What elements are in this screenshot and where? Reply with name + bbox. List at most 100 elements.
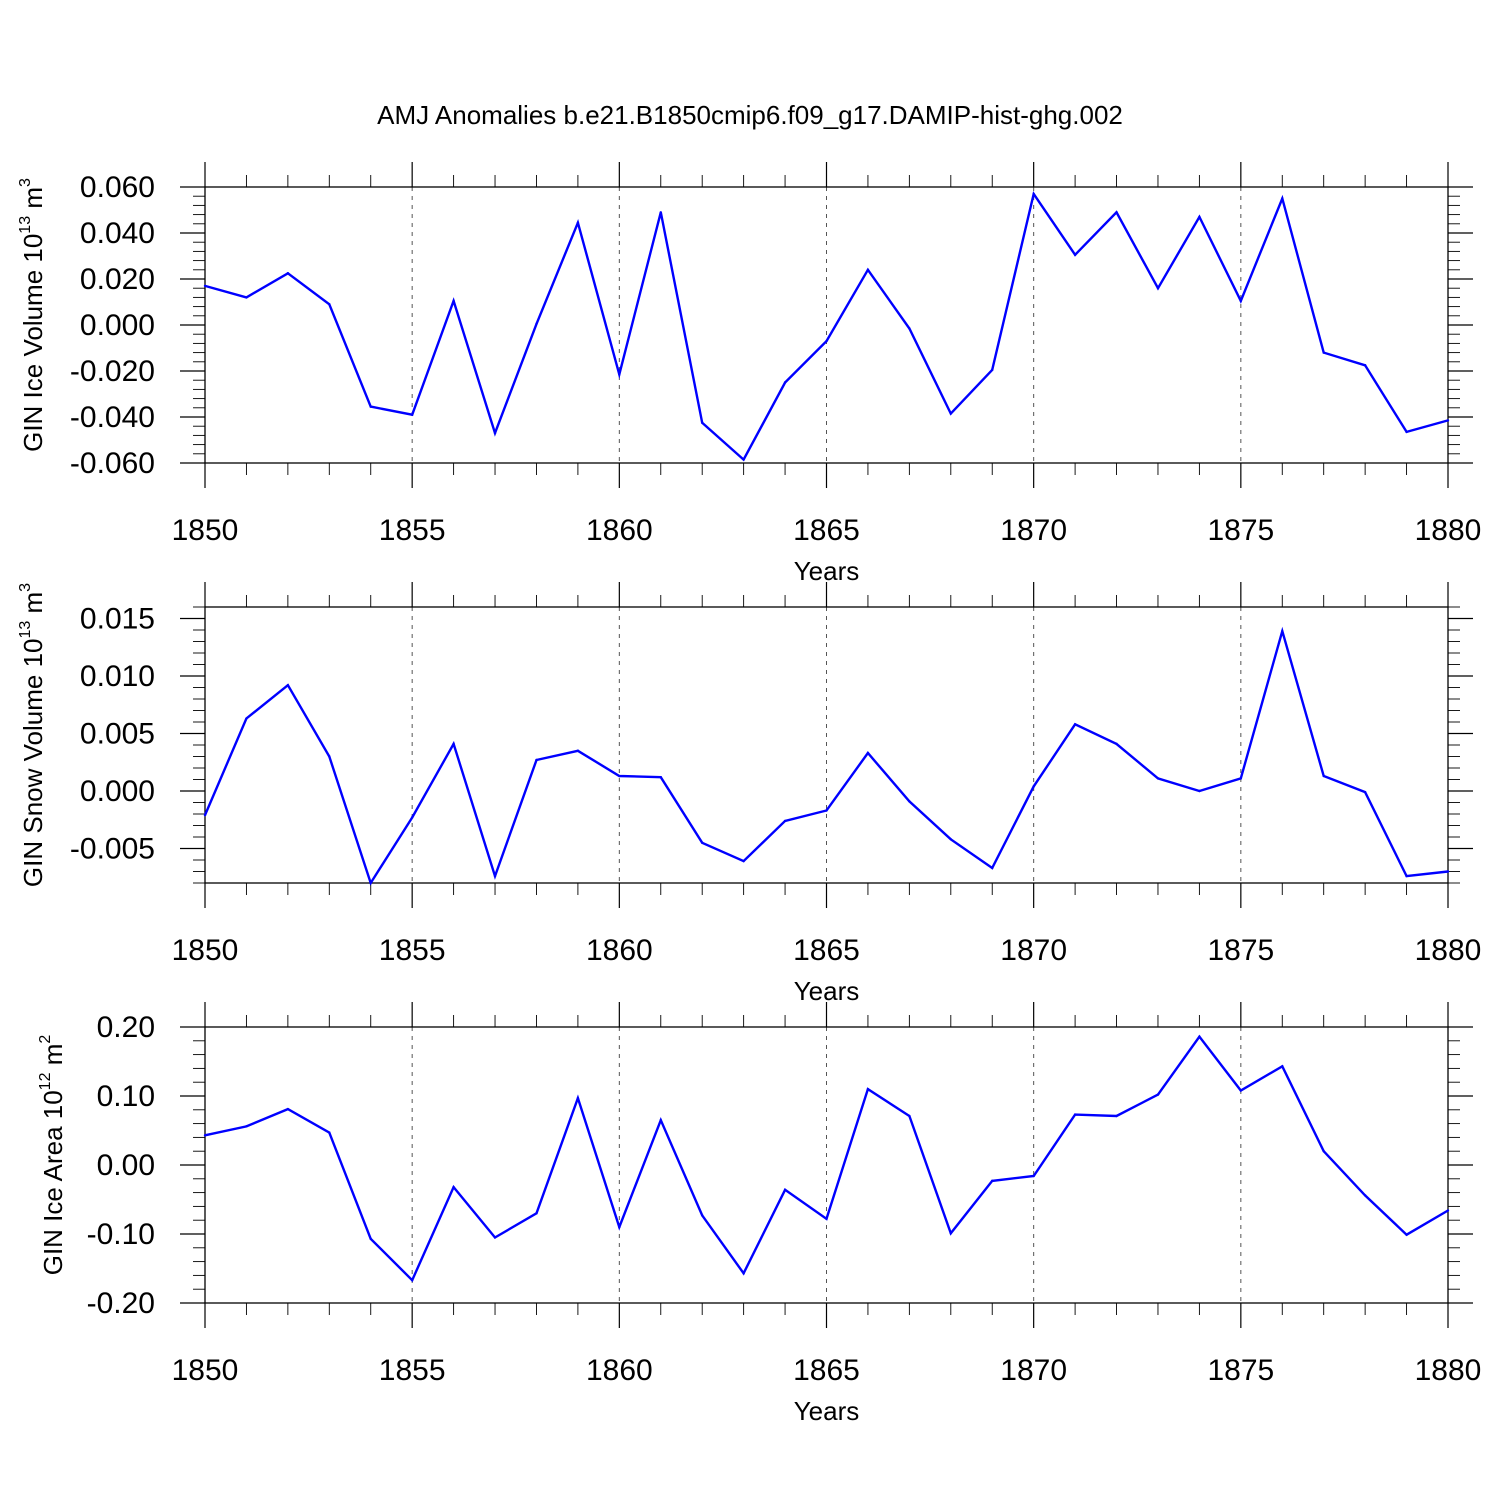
chart-title: AMJ Anomalies b.e21.B1850cmip6.f09_g17.D… [377,100,1123,130]
y-tick-label: 0.015 [80,603,155,636]
x-tick-label: 1875 [1207,514,1274,547]
data-point [742,458,745,461]
data-point [1198,789,1201,793]
y-axis-label-part: m [18,592,48,621]
data-point [991,368,994,372]
data-point [866,1087,870,1091]
data-point [286,272,290,275]
data-point [245,296,248,299]
y-axis-label-part: m [38,1044,68,1073]
x-tick-label: 1855 [379,934,446,967]
data-point [452,742,455,746]
y-tick-label: 0.060 [80,171,155,204]
data-point [1115,211,1118,214]
data-point [1405,874,1408,878]
data-point [618,1225,621,1229]
data-point [1032,785,1035,788]
data-point [493,874,497,878]
data-point [949,412,952,415]
data-point [1363,1194,1367,1197]
data-point [659,1118,662,1122]
data-point [783,1188,787,1192]
data-point [452,299,455,303]
data-point [535,322,538,326]
chart-panel-2: -0.005 0.000 0.005 0.010 0.015 1850 1855 1860 18… [17,582,1481,1006]
data-point [1156,1093,1160,1096]
x-tick-label: 1870 [1000,514,1067,547]
y-axis-label-part: 2 [37,1035,54,1044]
y-axis-label-part: m [18,187,48,216]
y-tick-label: -0.005 [70,833,155,866]
data-point [742,859,745,863]
y-axis-label: GIN Ice Area 1012 m2 [37,1035,68,1276]
data-point [1073,723,1077,726]
x-tick-label: 1860 [586,514,653,547]
data-point [1322,774,1325,778]
data-point [535,758,538,762]
data-point [1198,215,1201,219]
data-point [742,1272,745,1275]
data-point [949,838,952,841]
y-tick-label: 0.010 [80,660,155,693]
y-tick-label: -0.040 [70,401,155,434]
x-tick-label: 1880 [1415,514,1482,547]
x-tick-label: 1875 [1207,934,1274,967]
y-tick-label: 0.020 [80,263,155,296]
x-tick-label: 1855 [379,1354,446,1387]
y-axis-label-part: 13 [17,621,34,639]
y-tick-label: -0.20 [87,1287,155,1320]
y-axis-label-part: GIN Ice Volume 10 [18,234,48,452]
x-tick-label: 1860 [586,934,653,967]
data-point [659,776,662,779]
data-point [1446,419,1450,422]
data-point [1322,351,1325,354]
x-tick-label: 1850 [172,934,239,967]
data-point [1405,430,1408,434]
data-point [618,774,621,778]
data-point [535,1212,538,1215]
y-axis-label-part: 13 [17,216,34,234]
data-point [949,1232,952,1235]
data-point [1239,777,1243,780]
data-point [618,373,621,376]
data-point [369,405,372,408]
chart-panel-1: -0.060 -0.040 -0.020 0.000 0.020 0.040 0.060 18… [17,162,1481,586]
y-tick-label: 0.00 [97,1149,155,1182]
y-tick-label: 0.040 [80,217,155,250]
y-tick-label: -0.10 [87,1218,155,1251]
data-point [783,381,787,384]
data-point [1363,790,1367,794]
x-axis-label: Years [794,1396,860,1426]
y-tick-label: 0.000 [80,309,155,342]
data-point [866,268,870,271]
data-point [1239,1089,1243,1092]
y-tick-label: -0.060 [70,447,155,480]
data-point [245,1125,248,1128]
x-axis-label: Years [794,976,860,1006]
y-tick-label: 0.000 [80,775,155,808]
data-point [410,413,414,416]
data-point [1073,1113,1077,1116]
data-point [1446,1209,1450,1212]
data-point [410,816,414,819]
data-point [1032,192,1035,196]
y-tick-label: -0.020 [70,355,155,388]
data-point [825,809,828,812]
x-tick-label: 1870 [1000,1354,1067,1387]
y-axis-label: GIN Ice Volume 1013 m3 [17,178,48,452]
data-point [286,684,290,687]
data-point [1239,299,1243,303]
panels: -0.060 -0.040 -0.020 0.000 0.020 0.040 0.060 18… [17,162,1481,1426]
x-tick-label: 1865 [793,514,860,547]
data-point [369,881,372,885]
data-point [203,1134,207,1137]
x-tick-label: 1850 [172,1354,239,1387]
x-tick-label: 1855 [379,514,446,547]
data-point [576,221,580,224]
data-point [908,1114,911,1118]
data-point [245,717,248,720]
data-point [1405,1233,1408,1236]
data-point [991,866,994,870]
y-tick-label: 0.005 [80,718,155,751]
